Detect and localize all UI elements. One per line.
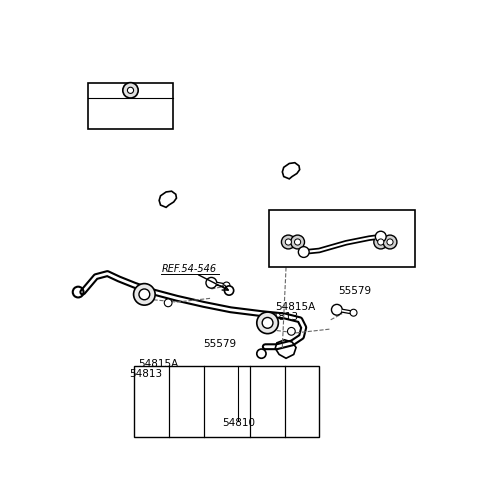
Circle shape	[285, 239, 291, 245]
Text: 55579: 55579	[204, 339, 237, 349]
Circle shape	[223, 282, 230, 289]
Text: 54813: 54813	[129, 369, 162, 378]
Circle shape	[291, 235, 304, 249]
Text: 54813: 54813	[265, 311, 299, 322]
Circle shape	[262, 317, 273, 328]
Text: 54810: 54810	[222, 418, 255, 428]
Bar	[88, 83, 173, 129]
Circle shape	[206, 277, 217, 288]
Circle shape	[383, 235, 397, 249]
Circle shape	[123, 83, 138, 98]
Circle shape	[225, 286, 234, 295]
Text: 54838: 54838	[292, 224, 323, 234]
Text: 54830B: 54830B	[337, 246, 377, 255]
Circle shape	[281, 235, 295, 249]
Text: 54838: 54838	[358, 217, 388, 227]
Text: 1731JC: 1731JC	[113, 118, 148, 127]
Circle shape	[288, 327, 295, 335]
Circle shape	[295, 239, 300, 245]
Circle shape	[257, 312, 278, 334]
Bar	[269, 210, 415, 267]
Text: 54815A: 54815A	[275, 303, 315, 312]
Text: 54815A: 54815A	[138, 360, 179, 370]
Circle shape	[378, 239, 384, 245]
Circle shape	[387, 239, 393, 245]
Circle shape	[374, 235, 388, 249]
Circle shape	[332, 305, 342, 315]
Circle shape	[127, 87, 133, 93]
Text: 55579: 55579	[338, 286, 372, 296]
Text: 54837B: 54837B	[358, 243, 395, 252]
Circle shape	[257, 349, 266, 358]
Text: 54837B: 54837B	[283, 243, 321, 252]
Circle shape	[375, 231, 386, 242]
Circle shape	[299, 247, 309, 257]
Text: REF.54-546: REF.54-546	[161, 264, 216, 274]
Text: 54830C: 54830C	[337, 256, 377, 266]
Circle shape	[350, 309, 357, 316]
Circle shape	[139, 289, 150, 300]
Circle shape	[164, 299, 172, 307]
Circle shape	[133, 284, 155, 305]
Bar	[134, 366, 319, 437]
